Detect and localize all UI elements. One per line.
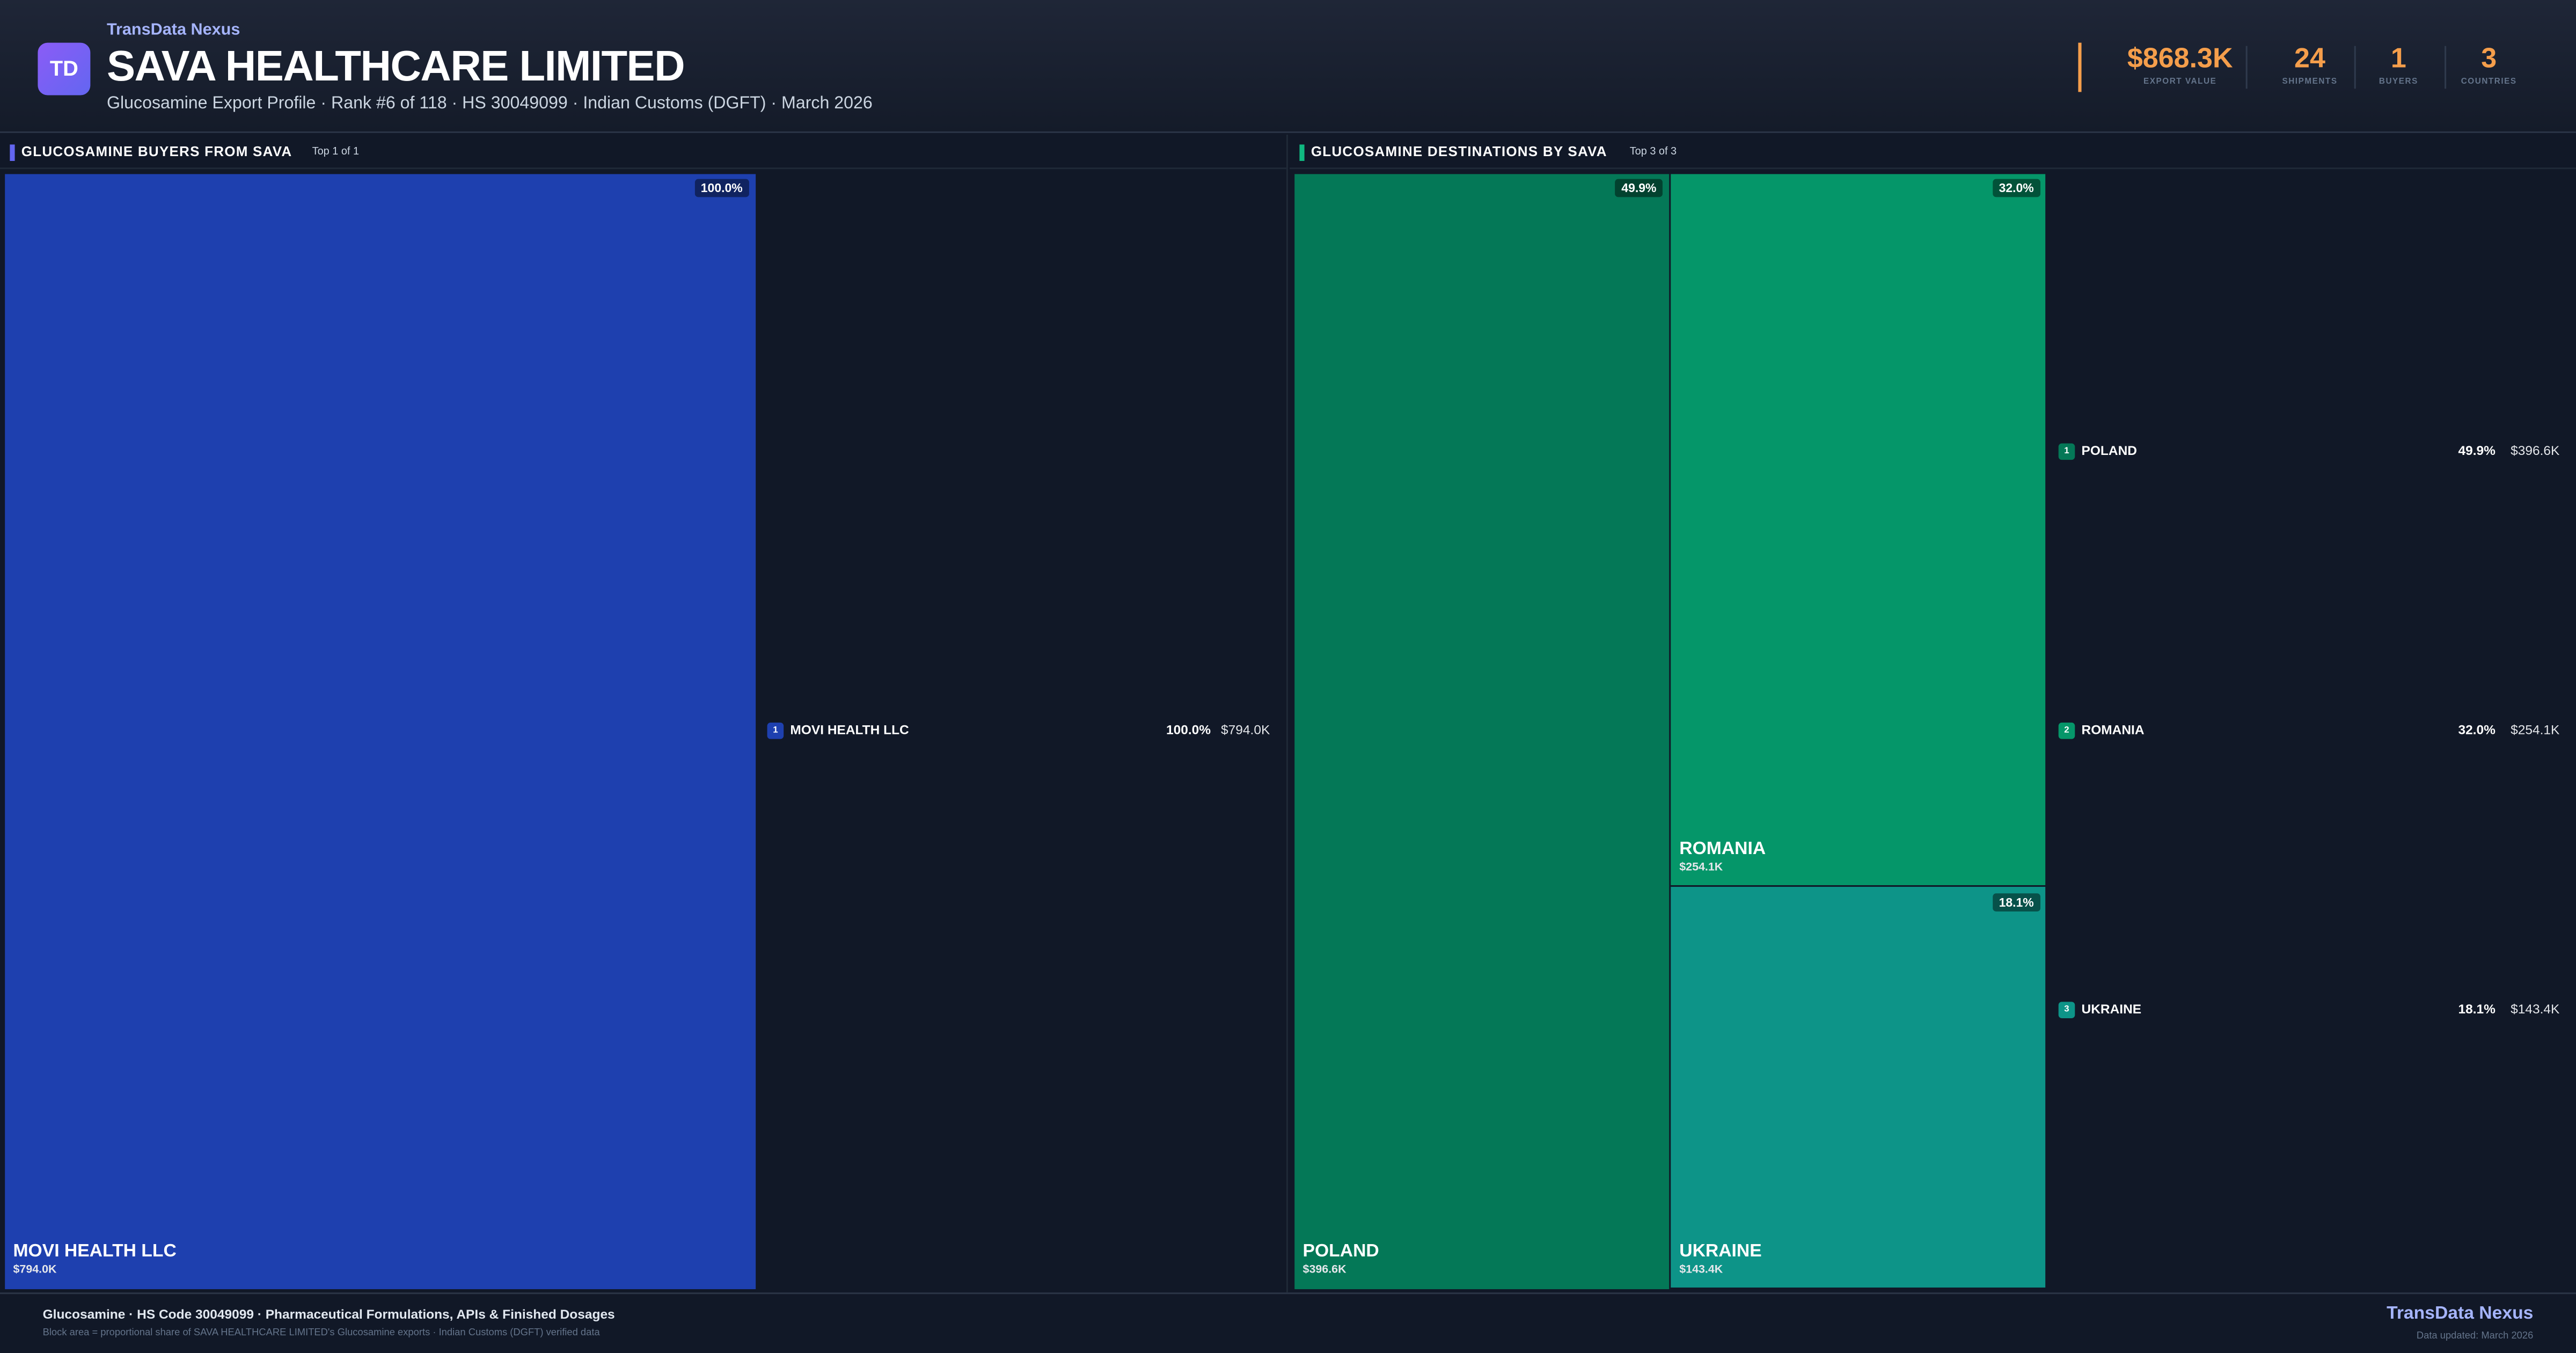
- stat-label: COUNTRIES: [2461, 77, 2517, 87]
- header: [0, 0, 2576, 133]
- rank-badge: 2: [2058, 722, 2075, 739]
- treemap-block: [1670, 173, 2046, 886]
- treemap-block: [1670, 887, 2046, 1289]
- stat-label: SHIPMENTS: [2282, 77, 2338, 87]
- footer: [0, 1292, 2576, 1353]
- panel-header: [1290, 135, 2576, 170]
- stat-value: $868.3K: [2127, 42, 2233, 74]
- divider: [2443, 46, 2446, 89]
- list-value: $143.4K: [2511, 1002, 2560, 1017]
- stat-value: 1: [2390, 42, 2406, 74]
- panel-subtitle: Top 1 of 1: [312, 146, 360, 158]
- subtitle: Glucosamine Export Profile · Rank #6 of …: [106, 93, 873, 114]
- panel-header: [0, 135, 1286, 170]
- stat-value: 24: [2294, 42, 2325, 74]
- panel-title: GLUCOSAMINE DESTINATIONS BY SAVA: [1311, 143, 1607, 159]
- stat-value: 3: [2481, 42, 2497, 74]
- panel-divider: [1286, 135, 1288, 1293]
- block-value: $794.0K: [13, 1264, 57, 1276]
- list-value: $254.1K: [2511, 722, 2560, 738]
- list-value: $794.0K: [1221, 722, 1270, 738]
- rank-badge: 3: [2058, 1002, 2075, 1018]
- footer-brand: TransData Nexus: [2387, 1304, 2534, 1324]
- treemap-block: [1293, 173, 1669, 1289]
- footer-updated: Data updated: March 2026: [2416, 1332, 2534, 1342]
- list-share: 100.0%: [1166, 722, 1211, 738]
- accent-bar: [2078, 42, 2082, 92]
- block-value: $143.4K: [1679, 1264, 1723, 1276]
- block-name: MOVI HEALTH LLC: [13, 1241, 177, 1262]
- rank-badge: 1: [2058, 443, 2075, 460]
- logo: TD: [38, 42, 91, 95]
- panel-title: GLUCOSAMINE BUYERS FROM SAVA: [21, 143, 292, 159]
- list-value: $396.6K: [2511, 443, 2560, 459]
- block-value: $254.1K: [1679, 862, 1723, 873]
- divider: [2245, 46, 2247, 89]
- stat-label: EXPORT VALUE: [2143, 77, 2217, 87]
- block-name: UKRAINE: [1679, 1241, 1762, 1262]
- panel-accent: [1299, 144, 1305, 161]
- list-name: ROMANIA: [2081, 722, 2145, 738]
- share-badge: 100.0%: [694, 179, 749, 197]
- title: SAVA HEALTHCARE LIMITED: [106, 41, 685, 91]
- footer-note: Block area = proportional share of SAVA …: [42, 1328, 600, 1339]
- panel-subtitle: Top 3 of 3: [1629, 146, 1677, 158]
- list-name: MOVI HEALTH LLC: [790, 722, 909, 738]
- divider: [2354, 46, 2356, 89]
- share-badge: 18.1%: [1992, 893, 2041, 911]
- block-name: POLAND: [1302, 1241, 1379, 1262]
- block-value: $396.6K: [1302, 1264, 1346, 1276]
- list-share: 32.0%: [2458, 722, 2496, 738]
- footer-line: Glucosamine · HS Code 30049099 · Pharmac…: [42, 1307, 615, 1322]
- panel-accent: [10, 144, 15, 161]
- list-name: POLAND: [2081, 443, 2137, 459]
- treemap-block: [4, 173, 755, 1289]
- share-badge: 49.9%: [1615, 179, 1663, 197]
- rank-badge: 1: [767, 722, 784, 739]
- brand: TransData Nexus: [106, 21, 240, 40]
- list-share: 49.9%: [2458, 443, 2496, 459]
- block-name: ROMANIA: [1679, 839, 1766, 859]
- list-share: 18.1%: [2458, 1002, 2496, 1017]
- list-name: UKRAINE: [2081, 1002, 2142, 1017]
- stat-label: BUYERS: [2379, 77, 2418, 87]
- share-badge: 32.0%: [1992, 179, 2041, 197]
